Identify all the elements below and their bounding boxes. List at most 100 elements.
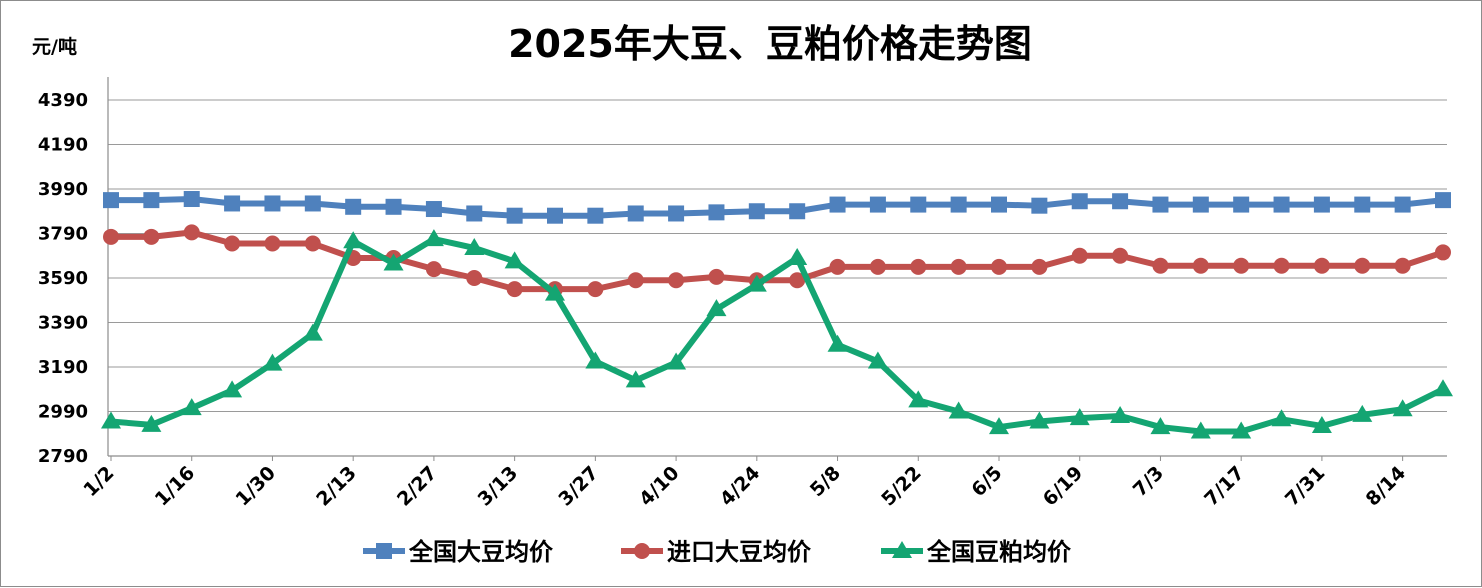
data-point <box>991 258 1007 275</box>
data-point <box>706 299 727 317</box>
data-point <box>1029 411 1050 429</box>
data-point <box>224 235 241 252</box>
data-point <box>587 207 604 224</box>
data-point <box>666 352 687 370</box>
legend-marker <box>634 543 650 559</box>
legend-item: 进口大豆均价 <box>621 538 812 566</box>
data-point <box>1273 257 1290 274</box>
chart-title: 2025年大豆、豆粕价格走势图 <box>508 22 1032 66</box>
data-point <box>829 258 846 275</box>
data-point <box>1273 196 1290 213</box>
data-point <box>264 235 281 252</box>
data-point <box>1231 421 1252 439</box>
data-point <box>1112 193 1129 210</box>
series-line <box>108 236 1446 435</box>
data-point <box>989 417 1009 435</box>
data-point <box>910 196 927 213</box>
data-point <box>869 196 886 213</box>
data-point <box>1354 257 1371 274</box>
data-point <box>1313 257 1330 274</box>
data-point <box>1233 257 1250 274</box>
y-tick-label: 4190 <box>38 135 88 156</box>
x-tick-label: 1/2 <box>79 462 118 501</box>
data-point <box>587 281 604 298</box>
data-point <box>224 195 241 212</box>
series-line <box>108 229 1446 293</box>
data-point <box>950 196 967 213</box>
data-point <box>262 353 283 371</box>
data-point <box>1150 417 1171 435</box>
series-1 <box>103 224 1451 298</box>
data-point <box>1313 196 1330 213</box>
data-point <box>345 198 362 215</box>
x-tick-label: 2/13 <box>312 462 361 511</box>
data-point <box>1031 197 1048 214</box>
legend-marker <box>376 543 392 559</box>
data-point <box>506 281 523 298</box>
data-point <box>1071 247 1088 264</box>
x-tick-label: 7/17 <box>1200 462 1249 511</box>
data-point <box>627 272 644 289</box>
data-point <box>910 258 927 275</box>
data-point <box>829 196 846 213</box>
data-point <box>1271 409 1292 427</box>
data-point <box>1069 408 1090 426</box>
data-point <box>789 272 806 289</box>
data-point <box>302 323 323 341</box>
data-point <box>504 251 525 269</box>
data-point <box>1031 258 1048 275</box>
data-point <box>625 370 646 388</box>
data-point <box>708 268 725 285</box>
data-point <box>950 258 967 275</box>
data-point <box>506 207 523 224</box>
x-tick-label: 4/24 <box>716 462 765 511</box>
data-point <box>466 270 483 286</box>
data-point <box>103 192 119 209</box>
data-point <box>1433 379 1453 397</box>
data-point <box>143 228 160 245</box>
data-point <box>1152 257 1169 274</box>
data-point <box>991 196 1007 213</box>
y-axis-unit-label: 元/吨 <box>32 35 77 58</box>
legend-item: 全国豆粕均价 <box>881 538 1072 566</box>
data-point <box>746 274 767 292</box>
data-point <box>1152 196 1169 213</box>
y-tick-label: 3990 <box>38 179 88 200</box>
x-tick-label: 7/31 <box>1281 462 1330 511</box>
x-tick-label: 1/16 <box>151 462 200 511</box>
data-point <box>748 203 765 220</box>
y-tick-label: 3590 <box>38 268 88 289</box>
legend: 全国大豆均价 进口大豆均价 全国豆粕均价 <box>363 538 1072 566</box>
data-point <box>103 228 119 245</box>
data-point <box>464 237 485 255</box>
data-point <box>385 198 402 215</box>
data-point <box>1354 196 1371 213</box>
legend-label: 全国豆粕均价 <box>926 538 1072 566</box>
data-point <box>1110 405 1131 423</box>
data-point <box>423 229 444 247</box>
data-point <box>627 205 644 222</box>
x-tick-label: 3/27 <box>554 462 603 511</box>
data-point <box>1311 415 1332 433</box>
data-point <box>1192 196 1209 213</box>
data-point <box>908 390 929 408</box>
data-point <box>1233 196 1250 213</box>
legend-label: 全国大豆均价 <box>408 538 554 566</box>
data-point <box>869 258 886 275</box>
data-point <box>668 272 685 289</box>
data-point <box>1352 404 1373 422</box>
data-point <box>545 283 565 301</box>
data-point <box>585 351 606 369</box>
data-point <box>1435 192 1451 209</box>
data-point <box>1112 247 1129 264</box>
x-tick-label: 4/10 <box>635 462 684 511</box>
x-tick-label: 5/8 <box>806 462 845 501</box>
data-point <box>1392 399 1413 417</box>
y-tick-label: 3390 <box>38 313 88 334</box>
y-tick-label: 3790 <box>38 224 88 245</box>
data-point <box>183 224 200 241</box>
legend-label: 进口大豆均价 <box>667 538 812 566</box>
y-tick-label: 2990 <box>38 402 88 423</box>
